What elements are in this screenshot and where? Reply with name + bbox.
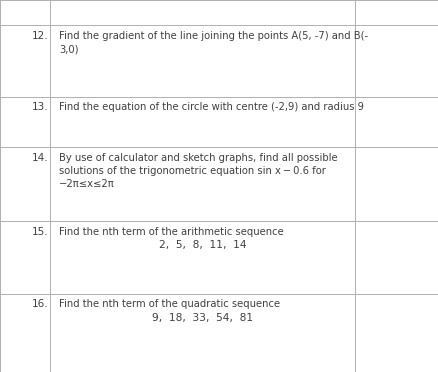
- Text: Find the nth term of the quadratic sequence: Find the nth term of the quadratic seque…: [59, 299, 280, 310]
- Text: 12.: 12.: [32, 31, 48, 41]
- Text: By use of calculator and sketch graphs, find all possible: By use of calculator and sketch graphs, …: [59, 153, 338, 163]
- Text: solutions of the trigonometric equation sin x ─ 0.6 for: solutions of the trigonometric equation …: [59, 166, 326, 176]
- Text: 16.: 16.: [32, 299, 48, 310]
- Text: 13.: 13.: [32, 102, 48, 112]
- Text: 9,  18,  33,  54,  81: 9, 18, 33, 54, 81: [152, 313, 253, 323]
- Text: 3,0): 3,0): [59, 44, 79, 54]
- Text: Find the gradient of the line joining the points A(5, -7) and B(-: Find the gradient of the line joining th…: [59, 31, 368, 41]
- Text: 2,  5,  8,  11,  14: 2, 5, 8, 11, 14: [159, 240, 247, 250]
- Text: Find the equation of the circle with centre (-2,9) and radius 9: Find the equation of the circle with cen…: [59, 102, 364, 112]
- Text: −2π≤x≤2π: −2π≤x≤2π: [59, 179, 115, 189]
- Text: 14.: 14.: [32, 153, 48, 163]
- Text: Find the nth term of the arithmetic sequence: Find the nth term of the arithmetic sequ…: [59, 227, 284, 237]
- Text: 15.: 15.: [32, 227, 48, 237]
